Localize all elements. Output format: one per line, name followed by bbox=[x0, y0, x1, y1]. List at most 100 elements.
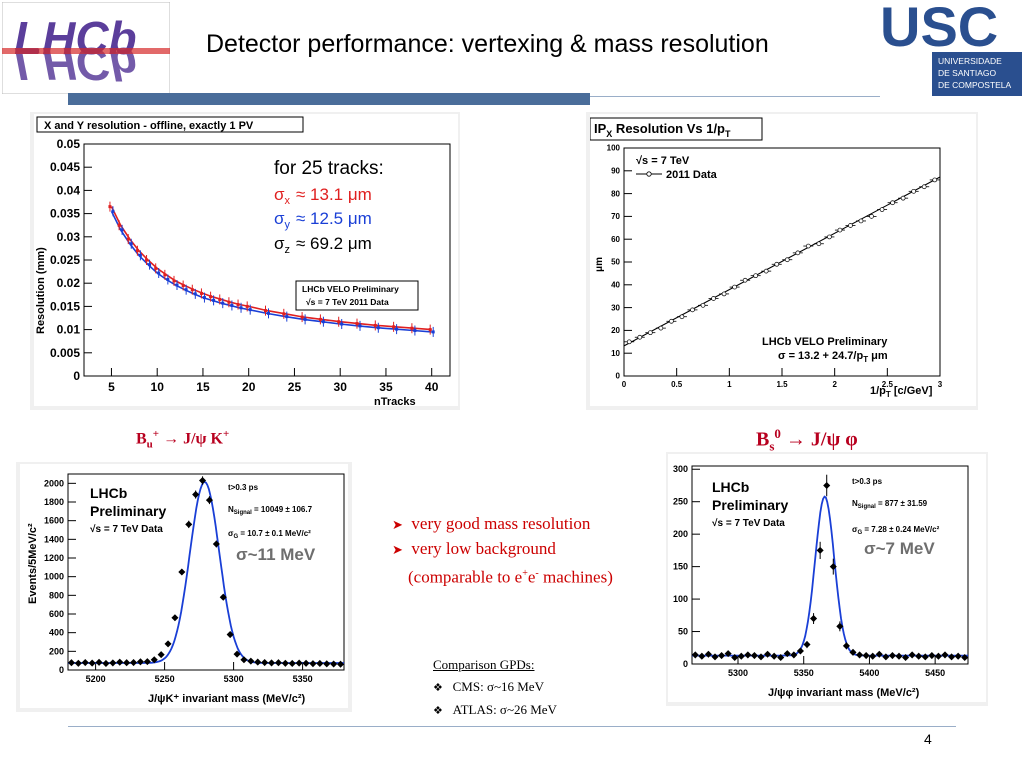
x-tick-label: 3 bbox=[938, 380, 943, 389]
y-tick-label: 0.03 bbox=[57, 230, 81, 244]
bs-data-point bbox=[934, 652, 942, 660]
xy-box-line2: √s = 7 TeV 2011 Data bbox=[306, 297, 389, 307]
xy-data-point bbox=[340, 322, 344, 326]
x-tick-label: 2.5 bbox=[882, 380, 894, 389]
xy-legend-title: for 25 tracks: bbox=[274, 158, 384, 179]
bu-data-point bbox=[116, 658, 124, 666]
ip-data-point bbox=[732, 284, 737, 290]
y-tick-label: 0.05 bbox=[57, 137, 81, 151]
bu-data-point bbox=[199, 476, 207, 485]
x-tick-label: 25 bbox=[288, 380, 302, 394]
bu-data-point bbox=[254, 658, 262, 666]
y-tick-label: 60 bbox=[611, 235, 620, 244]
x-tick-label: 5300 bbox=[224, 674, 244, 684]
xy-data-point bbox=[184, 288, 188, 292]
ip-data-point bbox=[690, 307, 695, 313]
ip-data-point bbox=[900, 195, 906, 201]
bu-data-point bbox=[337, 660, 345, 668]
comparison-item-atlas: ❖ ATLAS: σ~26 MeV bbox=[433, 702, 557, 717]
y-tick-label: 1000 bbox=[44, 572, 64, 582]
xy-data-point bbox=[166, 277, 170, 281]
xy-data-point bbox=[135, 249, 139, 253]
xy-xlabel: nTracks bbox=[374, 396, 416, 406]
bu-data-point bbox=[136, 658, 144, 666]
comparison-gpds: Comparison GPDs: ❖ CMS: σ~16 MeV ❖ ATLAS… bbox=[433, 654, 557, 722]
xy-data-point bbox=[199, 291, 203, 295]
bs-data-point bbox=[915, 652, 923, 660]
xy-data-point bbox=[126, 237, 130, 241]
bu-data-point bbox=[261, 658, 269, 667]
xy-data-point bbox=[245, 304, 249, 308]
ip-data-point bbox=[679, 314, 685, 320]
xy-data-point bbox=[163, 273, 167, 277]
ip-note-1: LHCb VELO Preliminary bbox=[762, 336, 888, 348]
bs-data-point bbox=[895, 652, 903, 660]
bs-decay-label: Bs0 → J/ψ φ bbox=[756, 426, 858, 454]
bu-data-point bbox=[178, 568, 186, 576]
y-tick-label: 1200 bbox=[44, 553, 64, 563]
ip-data-point bbox=[626, 339, 632, 345]
xy-data-point bbox=[410, 326, 414, 330]
bu-data-point bbox=[281, 659, 289, 667]
bu-data-point bbox=[330, 660, 338, 668]
lhcb-logo-text: LHCb bbox=[14, 12, 137, 64]
lhcb-logo: LHCb LHCb bbox=[1, 1, 171, 95]
y-tick-label: 90 bbox=[611, 166, 620, 175]
xy-data-point bbox=[248, 308, 252, 312]
bs-data-point bbox=[856, 651, 864, 659]
bs-data-point bbox=[810, 615, 818, 623]
xy-data-point bbox=[172, 279, 176, 283]
bu-data-point bbox=[88, 659, 96, 667]
x-tick-label: 10 bbox=[151, 380, 165, 394]
ip-data-point bbox=[921, 184, 927, 190]
bu-data-point bbox=[205, 496, 213, 504]
xy-data-point bbox=[218, 297, 222, 301]
comparison-item-cms: ❖ CMS: σ~16 MeV bbox=[433, 679, 544, 694]
y-tick-label: 0 bbox=[73, 369, 80, 383]
y-tick-label: 40 bbox=[611, 280, 620, 289]
ip-data-point bbox=[658, 325, 664, 331]
xy-data-point bbox=[108, 205, 112, 209]
bs-data-point bbox=[718, 652, 726, 660]
xy-data-point bbox=[318, 317, 322, 321]
bs-nsignal: NSignal = 877 ± 31.59 bbox=[852, 499, 928, 510]
bu-data-point bbox=[226, 630, 234, 639]
bu-data-point bbox=[95, 658, 103, 666]
bu-data-point bbox=[316, 659, 324, 668]
bu-data-point bbox=[74, 659, 82, 667]
xy-data-point bbox=[285, 315, 289, 319]
xy-data-point bbox=[264, 309, 267, 313]
bullet-item-1: ➤ very good mass resolution bbox=[392, 514, 591, 533]
xy-fit-curve bbox=[110, 206, 432, 331]
bu-cut: t>0.3 ps bbox=[228, 483, 259, 492]
bs-sigma-g: σG = 7.28 ± 0.24 MeV/c² bbox=[852, 525, 940, 536]
bu-data-point bbox=[67, 659, 75, 667]
bu-data-point bbox=[268, 659, 276, 667]
x-tick-label: 5300 bbox=[728, 668, 748, 678]
xy-data-point bbox=[120, 228, 124, 232]
ip-data-point bbox=[700, 302, 706, 308]
xy-ylabel: Resolution (mm) bbox=[35, 247, 47, 334]
bu-data-point bbox=[240, 656, 248, 664]
bs-cut: t>0.3 ps bbox=[852, 477, 883, 486]
bu-data-point bbox=[247, 657, 255, 665]
ip-data-point bbox=[795, 250, 801, 256]
xy-resolution-plot: X and Y resolution - offline, exactly 1 … bbox=[34, 114, 458, 408]
y-tick-label: 2000 bbox=[44, 478, 64, 488]
bu-data-point bbox=[185, 520, 193, 528]
bu-sigma-g: σG = 10.7 ± 0.1 MeV/c² bbox=[228, 529, 311, 540]
y-tick-label: 0.035 bbox=[50, 207, 80, 221]
ip-data-point bbox=[837, 227, 843, 233]
xy-data-point bbox=[376, 326, 380, 330]
plot-frame bbox=[67, 473, 345, 671]
bullet-continuation: (comparable to e+e- machines) bbox=[408, 567, 613, 587]
bs-data-point bbox=[790, 651, 798, 659]
ip-data-point bbox=[890, 200, 895, 206]
bu-data-point bbox=[130, 658, 138, 667]
bs-sigma-note: σ~7 MeV bbox=[864, 539, 935, 558]
y-tick-label: 0.015 bbox=[50, 299, 80, 313]
page-title: Detector performance: vertexing & mass r… bbox=[206, 30, 769, 58]
bs-lhcb-3: √s = 7 TeV Data bbox=[712, 518, 785, 529]
y-tick-label: 200 bbox=[673, 529, 688, 539]
xy-data-point bbox=[395, 327, 399, 331]
